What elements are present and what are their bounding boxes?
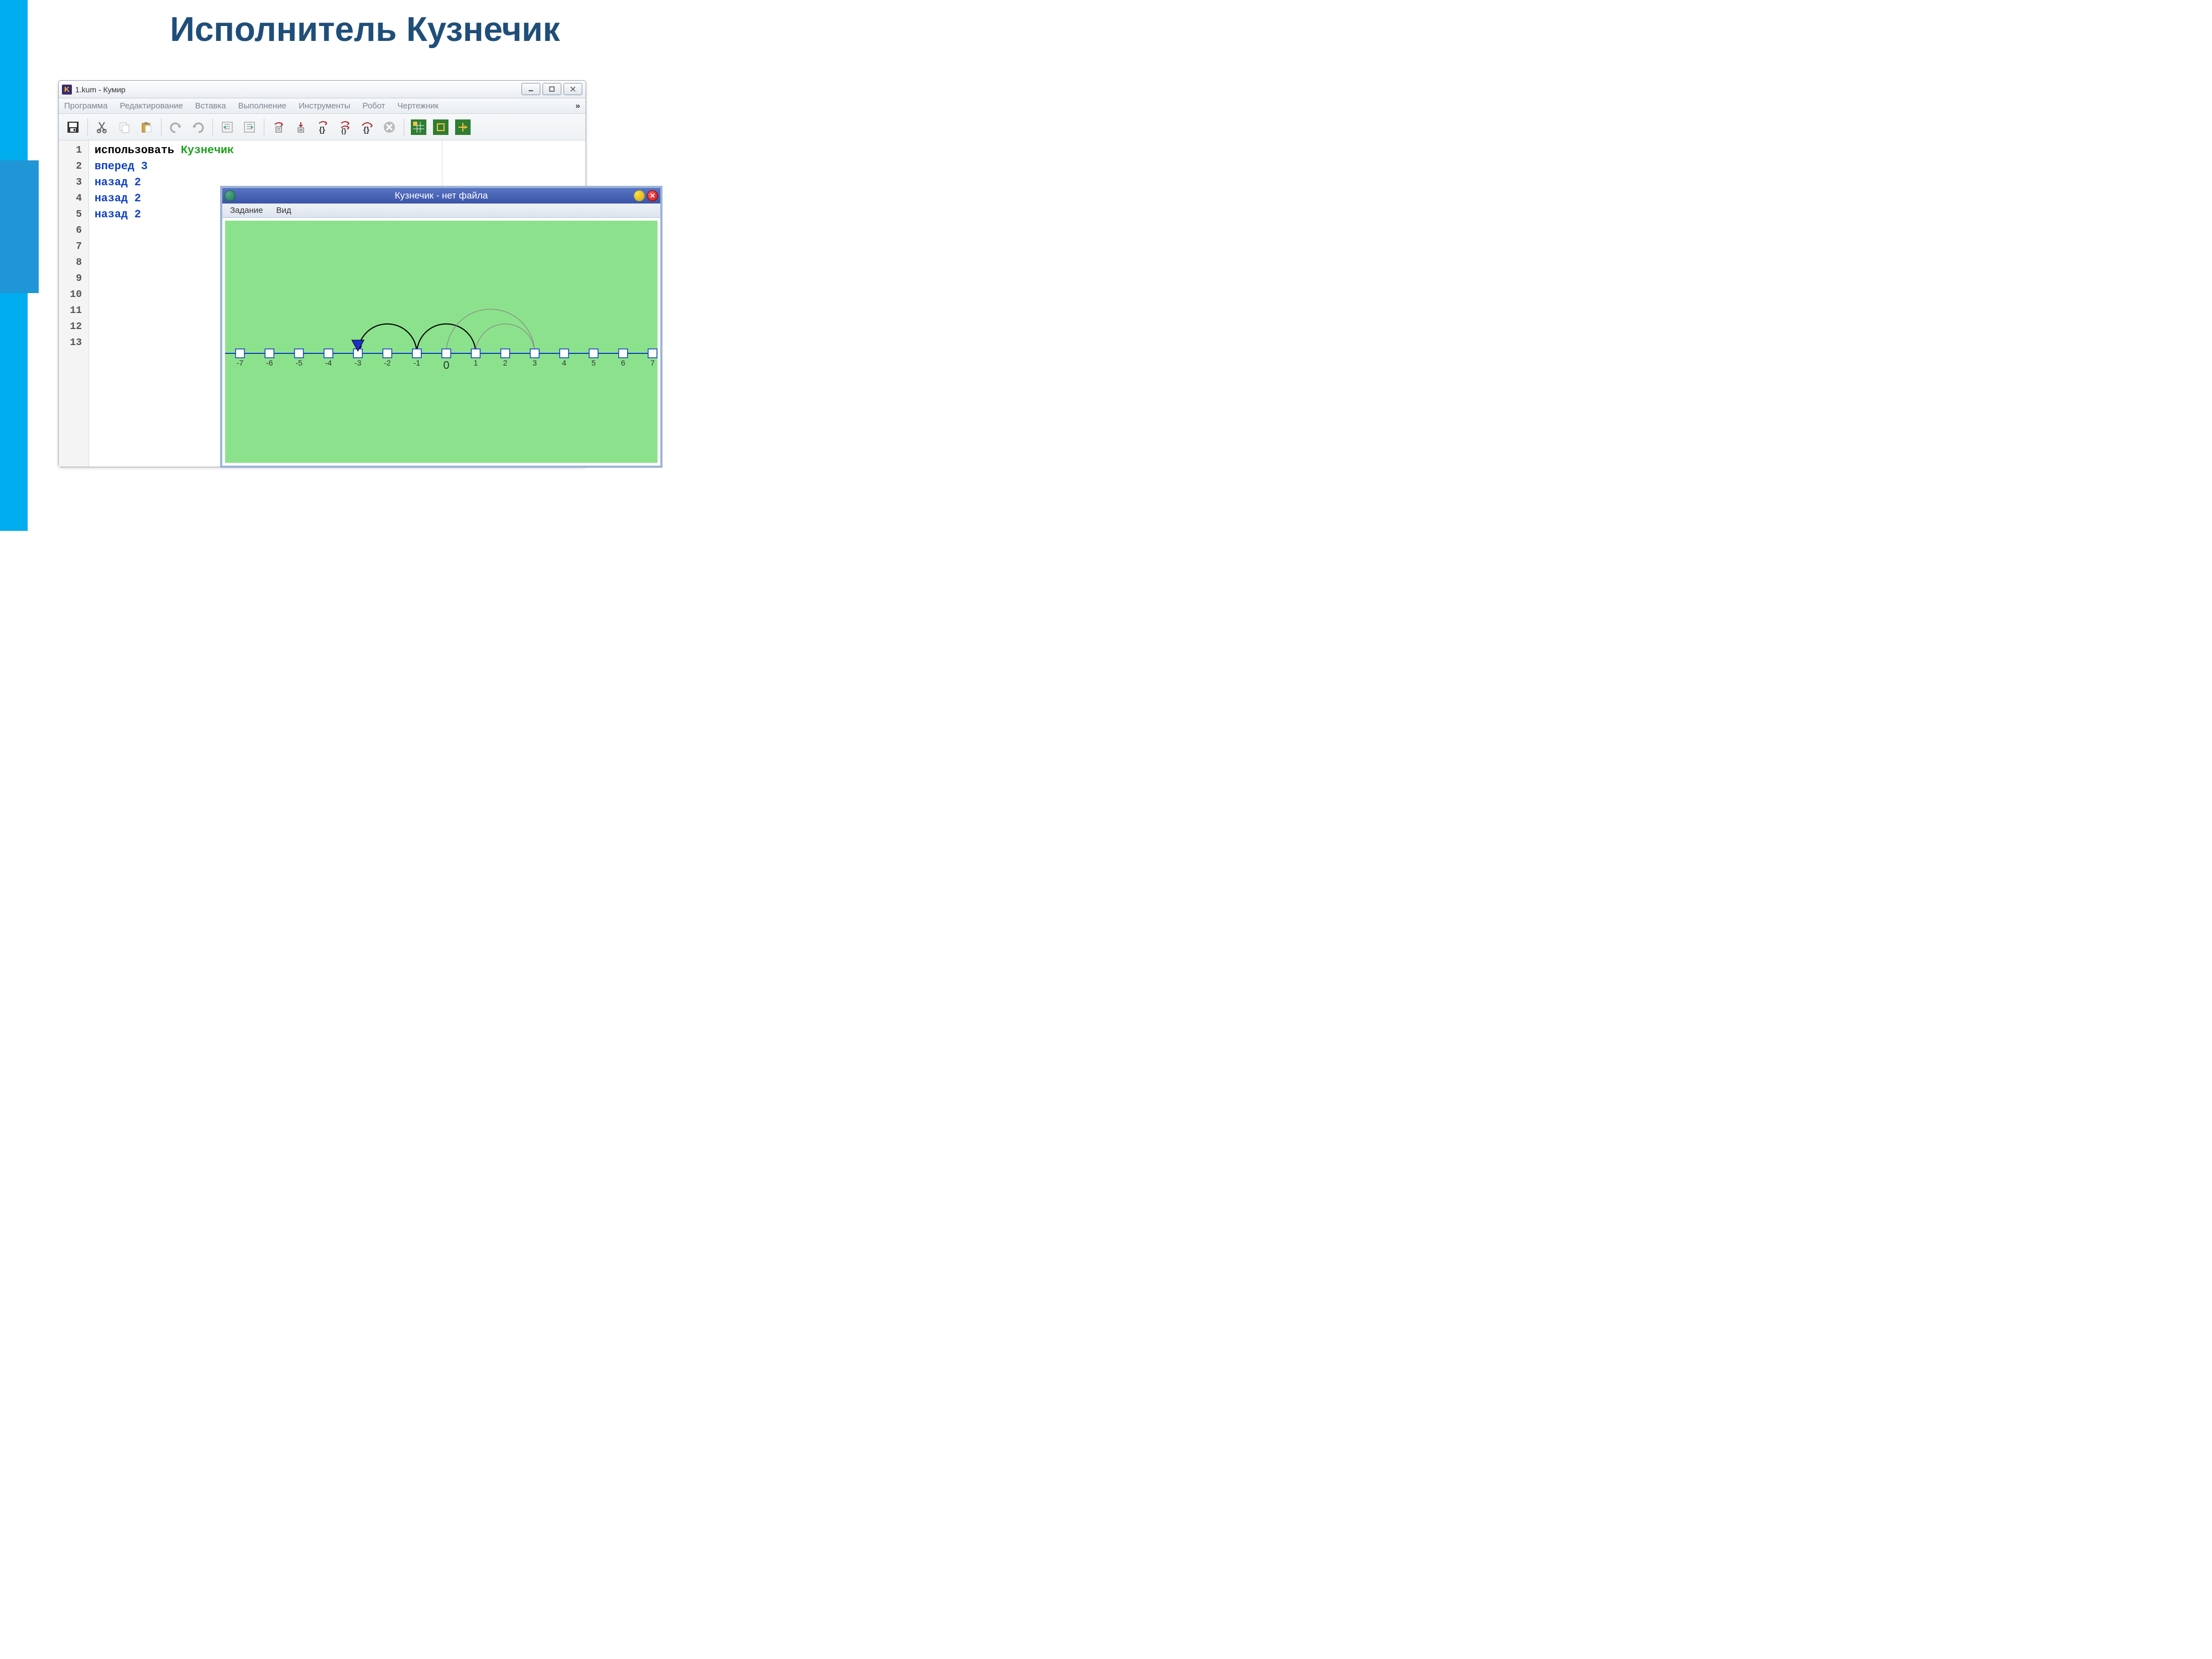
pin-icon[interactable] — [225, 190, 236, 201]
viz-titlebar[interactable]: Кузнечик - нет файла ✕ — [222, 188, 660, 204]
svg-text:-5: -5 — [295, 358, 302, 367]
step-into-icon[interactable] — [291, 117, 311, 137]
cut-icon[interactable] — [92, 117, 112, 137]
app-icon: K — [62, 85, 72, 95]
line-number: 8 — [59, 255, 88, 271]
line-number: 2 — [59, 159, 88, 175]
indent-right-icon[interactable] — [239, 117, 259, 137]
menu-item[interactable]: Чертежник — [398, 101, 439, 111]
svg-text:-1: -1 — [413, 358, 420, 367]
line-number: 4 — [59, 191, 88, 207]
menu-item[interactable]: Инструменты — [299, 101, 351, 111]
svg-text:-7: -7 — [237, 358, 244, 367]
paste-icon[interactable] — [137, 117, 156, 137]
line-number: 3 — [59, 175, 88, 191]
run-fast-icon[interactable]: {} — [357, 117, 377, 137]
line-number: 5 — [59, 207, 88, 223]
line-number: 1 — [59, 143, 88, 159]
viz-menu-item[interactable]: Вид — [276, 206, 291, 215]
viz-minimize-button[interactable] — [634, 190, 645, 201]
maximize-button[interactable] — [542, 83, 561, 95]
menu-item[interactable]: Выполнение — [238, 101, 286, 111]
menu-overflow[interactable]: » — [576, 101, 580, 111]
svg-text:{}: {} — [363, 125, 369, 134]
numberline-svg: -7 -6 -5 -4 -3 -2 -1 0 1 2 3 4 5 6 7 — [225, 221, 658, 463]
line-number: 12 — [59, 319, 88, 335]
line-number: 10 — [59, 287, 88, 303]
sidebar-stripe-2 — [0, 160, 39, 293]
svg-text:2: 2 — [503, 358, 508, 367]
stop-icon[interactable] — [379, 117, 399, 137]
viz-title-text: Кузнечик - нет файла — [395, 190, 488, 201]
menu-item[interactable]: Редактирование — [120, 101, 183, 111]
svg-text:6: 6 — [621, 358, 625, 367]
editor-menubar: Программа Редактирование Вставка Выполнение… — [59, 98, 586, 114]
viz-close-button[interactable]: ✕ — [647, 190, 658, 201]
line-number: 13 — [59, 335, 88, 351]
viz-menubar: Задание Вид — [222, 204, 660, 218]
grid-icon[interactable] — [409, 117, 429, 137]
svg-text:{}: {} — [341, 127, 347, 134]
svg-text:-4: -4 — [325, 358, 332, 367]
editor-title-text: 1.kum - Кумир — [75, 85, 126, 94]
svg-text:5: 5 — [592, 358, 596, 367]
line-number: 6 — [59, 223, 88, 239]
grasshopper-window: Кузнечик - нет файла ✕ Задание Вид -7 -6 -5… — [220, 186, 662, 468]
menu-item[interactable]: Вставка — [195, 101, 226, 111]
run-icon[interactable]: {} — [335, 117, 355, 137]
svg-text:-6: -6 — [266, 358, 273, 367]
line-number: 7 — [59, 239, 88, 255]
editor-toolbar: {} {} {} — [59, 114, 586, 140]
close-button[interactable] — [564, 83, 582, 95]
svg-text:3: 3 — [533, 358, 537, 367]
menu-item[interactable]: Программа — [64, 101, 108, 111]
menu-item[interactable]: Робот — [362, 101, 385, 111]
save-icon[interactable] — [63, 117, 83, 137]
window-controls — [521, 83, 582, 95]
step-over-icon[interactable] — [269, 117, 289, 137]
page-title: Исполнитель Кузнечик — [44, 10, 686, 49]
svg-text:-2: -2 — [384, 358, 391, 367]
line-number: 11 — [59, 303, 88, 319]
copy-icon[interactable] — [114, 117, 134, 137]
indent-left-icon[interactable] — [217, 117, 237, 137]
line-number: 9 — [59, 271, 88, 287]
svg-text:4: 4 — [562, 358, 566, 367]
svg-text:0: 0 — [443, 359, 449, 372]
pi-icon[interactable] — [431, 117, 451, 137]
viz-menu-item[interactable]: Задание — [230, 206, 263, 215]
undo-icon[interactable] — [166, 117, 186, 137]
line-number-gutter: 12345678910111213 — [59, 140, 89, 467]
cross-icon[interactable] — [453, 117, 473, 137]
viz-canvas: -7 -6 -5 -4 -3 -2 -1 0 1 2 3 4 5 6 7 — [225, 221, 658, 463]
svg-text:1: 1 — [473, 358, 478, 367]
svg-text:-3: -3 — [354, 358, 362, 367]
minimize-button[interactable] — [521, 83, 540, 95]
redo-icon[interactable] — [188, 117, 208, 137]
svg-text:{}: {} — [319, 125, 325, 134]
editor-titlebar[interactable]: K 1.kum - Кумир — [59, 81, 586, 98]
run-to-cursor-icon[interactable]: {} — [313, 117, 333, 137]
svg-text:7: 7 — [650, 358, 655, 367]
